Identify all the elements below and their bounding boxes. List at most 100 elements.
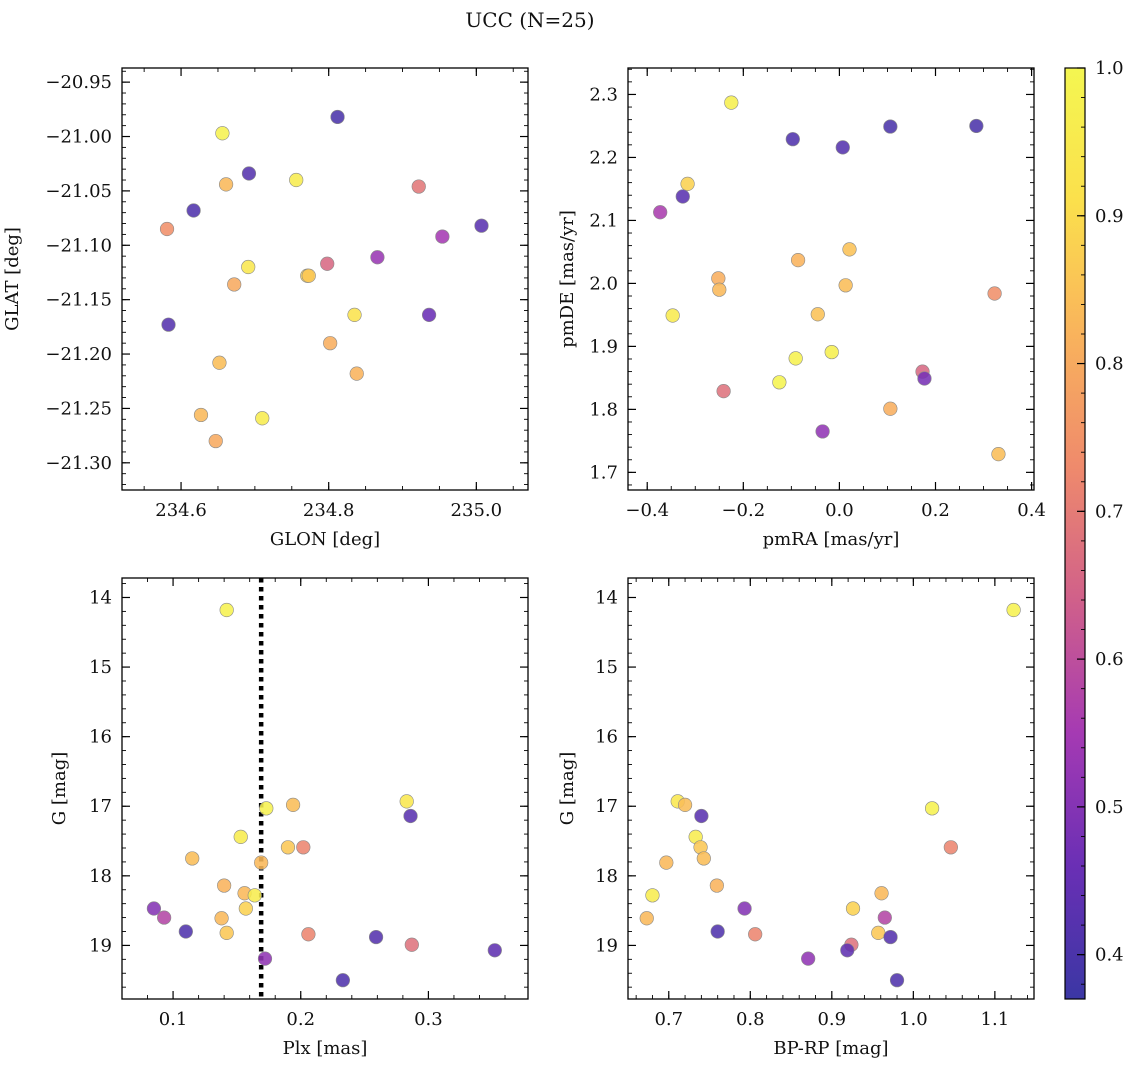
y-tick-label: 17 [89, 796, 112, 817]
data-point [185, 851, 200, 866]
y-tick-label: 1.7 [589, 462, 618, 483]
plot-frame [627, 67, 1035, 491]
scatter-panel-2: −0.4 −0.2 0.0 0.2 0.4 1.7 1.8 1.9 2.0 2.1 2.2 2.3 pm… [557, 67, 1046, 550]
data-point [772, 375, 787, 390]
y-tick-label: 2.2 [589, 147, 618, 168]
plot-frame [121, 577, 529, 1000]
data-point [335, 973, 350, 988]
data-point [320, 256, 335, 271]
data-point [835, 140, 850, 155]
data-point [487, 943, 502, 958]
data-point [645, 888, 660, 903]
scatter-panel-1: 234.6 234.8 235.0 −20.95 −21.00 −21.05 −21.10 −… [2, 67, 529, 550]
data-point [824, 344, 839, 360]
data-point [1006, 602, 1021, 618]
x-tick-label: 0.7 [654, 1009, 683, 1030]
x-tick-label: 0.9 [817, 1009, 846, 1030]
data-point [810, 307, 825, 322]
y-tick-label: 19 [595, 935, 618, 956]
x-tick-label: −0.4 [625, 500, 669, 521]
data-point [215, 126, 230, 141]
colorbar-tick-label: 0.6 [1095, 649, 1124, 670]
data-point [790, 253, 806, 268]
data-point [696, 851, 711, 866]
x-tick-label: 0.2 [286, 1009, 315, 1030]
colorbar-tick-label: 0.5 [1095, 797, 1124, 818]
x-tick-label: −0.2 [721, 500, 765, 521]
data-point [285, 797, 301, 812]
data-point [349, 366, 364, 381]
y-tick-label: 16 [89, 727, 112, 748]
data-point [217, 878, 232, 893]
data-point [146, 901, 162, 916]
data-point [709, 878, 724, 893]
data-point [301, 268, 316, 283]
panels: 234.6 234.8 235.0 −20.95 −21.00 −21.05 −21.10 −… [2, 67, 1046, 1059]
data-point [159, 221, 175, 237]
y-tick-label: 17 [595, 796, 618, 817]
data-point [296, 840, 311, 855]
data-point [710, 924, 725, 939]
data-point [161, 317, 176, 332]
y-axis-label: GLAT [deg] [2, 227, 23, 331]
plot-frame [627, 577, 1035, 1000]
data-point [411, 179, 426, 194]
data-point [724, 95, 739, 110]
x-tick-label: 0.2 [921, 500, 950, 521]
y-tick-label: −21.20 [45, 344, 112, 365]
colorbar-tick-label: 0.4 [1095, 945, 1124, 966]
figure-title: UCC (N=25) [465, 8, 594, 32]
data-point [665, 308, 680, 323]
data-point [924, 801, 940, 816]
scatter-panel-3: 0.1 0.2 0.3 14 15 16 17 18 19 Plx [mas] G [mag] [49, 577, 529, 1059]
data-point [399, 794, 414, 809]
data-point [675, 189, 690, 204]
data-point [403, 808, 418, 824]
data-point [677, 797, 693, 812]
data-point [157, 910, 172, 925]
y-tick-label: 2.1 [589, 210, 618, 231]
data-point [404, 937, 419, 952]
data-point [218, 177, 234, 192]
colorbar-tick-label: 0.7 [1095, 501, 1124, 522]
y-axis-label: G [mag] [49, 752, 70, 825]
data-point [801, 951, 816, 966]
data-point [991, 446, 1006, 462]
data-point [219, 602, 234, 618]
data-point [639, 911, 654, 926]
data-point [877, 910, 892, 925]
x-tick-label: 0.3 [414, 1009, 443, 1030]
y-tick-label: 1.8 [589, 399, 618, 420]
data-point [241, 259, 256, 275]
y-tick-label: 18 [89, 866, 112, 887]
data-point [815, 424, 830, 439]
data-point [871, 925, 886, 940]
y-tick-label: 14 [89, 587, 112, 608]
x-tick-label: 234.8 [303, 500, 355, 521]
data-point [874, 886, 889, 901]
y-tick-label: −21.30 [45, 453, 112, 474]
x-tick-label: 1.0 [899, 1009, 928, 1030]
data-point [716, 384, 731, 399]
data-point [219, 925, 234, 940]
data-point [838, 278, 853, 293]
data-point [178, 924, 193, 939]
data-point [659, 855, 674, 870]
data-point [987, 286, 1002, 301]
y-tick-label: 2.0 [589, 273, 618, 294]
y-tick-label: 2.3 [589, 84, 618, 105]
x-tick-label: 235.0 [451, 500, 503, 521]
y-tick-label: −21.25 [45, 398, 112, 419]
x-tick-label: 234.6 [155, 500, 207, 521]
data-point [301, 927, 316, 942]
x-tick-label: 0.4 [1017, 500, 1046, 521]
y-tick-label: −21.10 [45, 235, 112, 256]
data-point [680, 176, 695, 191]
x-axis-label: pmRA [mas/yr] [763, 529, 900, 550]
y-tick-label: 15 [595, 657, 618, 678]
scatter-panel-4: 0.7 0.8 0.9 1.0 1.1 14 15 16 17 18 19 BP-RP [mag] G … [557, 577, 1035, 1059]
data-point [254, 855, 269, 870]
data-point [748, 927, 763, 942]
data-point [474, 218, 489, 233]
